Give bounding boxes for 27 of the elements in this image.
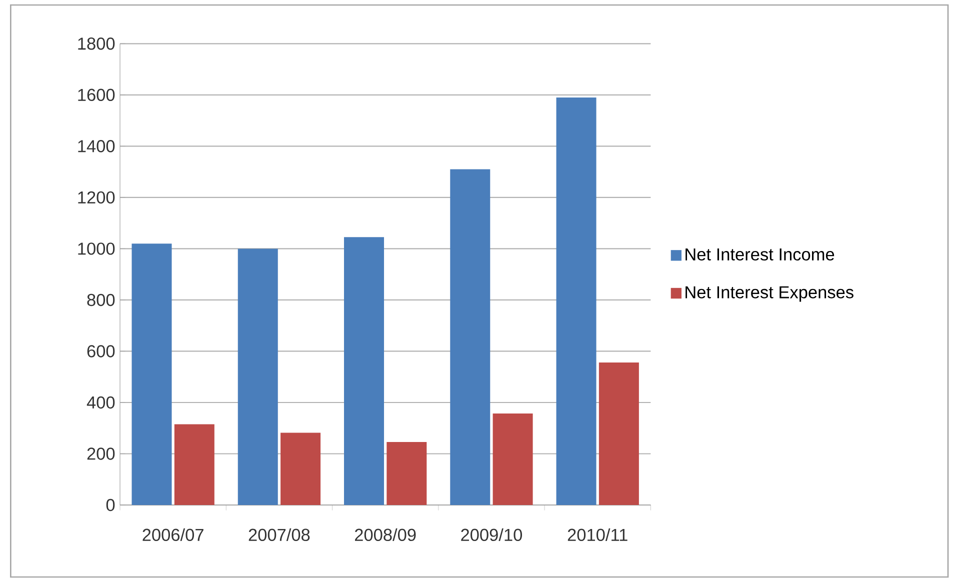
x-tick-label: 2009/10 [461, 528, 522, 542]
y-tick-label: 1400 [78, 140, 115, 152]
y-tick-label: 1000 [78, 242, 115, 255]
bar [598, 362, 639, 505]
legend-label: Net Interest Income [686, 248, 834, 261]
bar [450, 169, 490, 505]
bar [238, 248, 278, 505]
bar [344, 237, 384, 505]
x-tick-label: 2008/09 [355, 528, 416, 542]
legend-label: Net Interest Expenses [686, 286, 854, 302]
y-tick-label: 600 [87, 345, 115, 358]
bar [280, 432, 321, 505]
y-tick-label: 800 [87, 294, 115, 306]
y-tick-label: 200 [87, 448, 115, 460]
x-tick-label: 2010/11 [568, 528, 628, 542]
y-tick-label: 1200 [78, 191, 115, 204]
x-tick-label: 2007/08 [248, 528, 310, 542]
y-tick-label: 1800 [78, 38, 115, 50]
bar [132, 244, 172, 505]
y-tick-label: 400 [86, 396, 115, 409]
bar [174, 424, 214, 505]
y-tick-label: 1600 [78, 88, 115, 102]
y-tick-label: 0 [106, 498, 115, 512]
x-tick-label: 2006/07 [142, 528, 204, 542]
bar [556, 97, 596, 505]
bar [386, 442, 427, 505]
bar [492, 414, 533, 505]
